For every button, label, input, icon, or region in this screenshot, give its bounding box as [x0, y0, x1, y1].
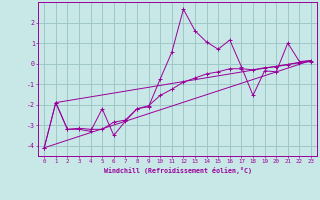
X-axis label: Windchill (Refroidissement éolien,°C): Windchill (Refroidissement éolien,°C) [104, 167, 252, 174]
